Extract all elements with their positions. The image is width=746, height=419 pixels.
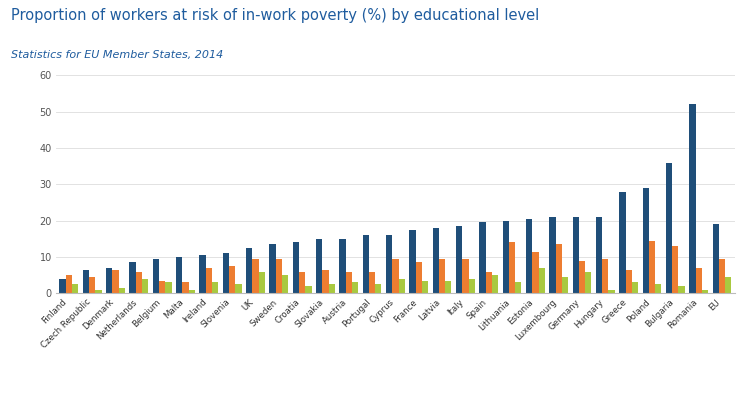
Bar (492, 275, 498, 293)
Bar (689, 104, 695, 293)
Bar (532, 251, 539, 293)
Bar (352, 282, 358, 293)
Bar (316, 239, 322, 293)
Bar (509, 243, 515, 293)
Bar (182, 282, 189, 293)
Bar (229, 266, 235, 293)
Bar (579, 261, 585, 293)
Bar (556, 244, 562, 293)
Bar (649, 241, 655, 293)
Bar (416, 262, 421, 293)
Bar (375, 284, 381, 293)
Bar (222, 253, 229, 293)
Bar (642, 188, 649, 293)
Bar (369, 272, 375, 293)
Bar (479, 222, 486, 293)
Bar (136, 272, 142, 293)
Bar (299, 272, 305, 293)
Text: Statistics for EU Member States, 2014: Statistics for EU Member States, 2014 (11, 50, 224, 60)
Bar (328, 284, 335, 293)
Bar (89, 277, 95, 293)
Bar (678, 286, 685, 293)
Bar (585, 272, 592, 293)
Bar (189, 290, 195, 293)
Bar (142, 279, 148, 293)
Bar (515, 282, 521, 293)
Bar (106, 268, 113, 293)
Bar (166, 282, 172, 293)
Bar (339, 239, 345, 293)
Bar (503, 221, 509, 293)
Bar (66, 275, 72, 293)
Bar (269, 244, 275, 293)
Bar (282, 275, 288, 293)
Bar (549, 217, 556, 293)
Bar (60, 279, 66, 293)
Bar (72, 284, 78, 293)
Bar (526, 219, 532, 293)
Bar (246, 248, 252, 293)
Bar (702, 290, 708, 293)
Bar (719, 259, 725, 293)
Bar (259, 272, 265, 293)
Bar (421, 281, 428, 293)
Bar (113, 270, 119, 293)
Bar (95, 290, 101, 293)
Bar (562, 277, 568, 293)
Bar (345, 272, 352, 293)
Bar (235, 284, 242, 293)
Bar (625, 270, 632, 293)
Bar (119, 288, 125, 293)
Bar (573, 217, 579, 293)
Bar (275, 259, 282, 293)
Bar (212, 282, 218, 293)
Bar (602, 259, 609, 293)
Bar (655, 284, 662, 293)
Bar (206, 268, 212, 293)
Bar (433, 228, 439, 293)
Bar (609, 290, 615, 293)
Bar (386, 235, 392, 293)
Bar (486, 272, 492, 293)
Bar (456, 226, 463, 293)
Bar (159, 281, 166, 293)
Bar (666, 163, 672, 293)
Bar (252, 259, 259, 293)
Bar (363, 235, 369, 293)
Bar (632, 282, 638, 293)
Bar (539, 268, 545, 293)
Bar (468, 279, 474, 293)
Bar (398, 279, 405, 293)
Bar (199, 255, 206, 293)
Bar (712, 224, 719, 293)
Bar (305, 286, 312, 293)
Bar (619, 191, 625, 293)
Bar (129, 262, 136, 293)
Bar (153, 259, 159, 293)
Bar (596, 217, 602, 293)
Text: Proportion of workers at risk of in-work poverty (%) by educational level: Proportion of workers at risk of in-work… (11, 8, 539, 23)
Bar (463, 259, 468, 293)
Bar (695, 268, 702, 293)
Bar (292, 243, 299, 293)
Bar (672, 246, 678, 293)
Bar (410, 230, 416, 293)
Bar (725, 277, 731, 293)
Bar (176, 257, 182, 293)
Bar (322, 270, 328, 293)
Bar (392, 259, 398, 293)
Bar (83, 270, 89, 293)
Bar (445, 281, 451, 293)
Bar (439, 259, 445, 293)
